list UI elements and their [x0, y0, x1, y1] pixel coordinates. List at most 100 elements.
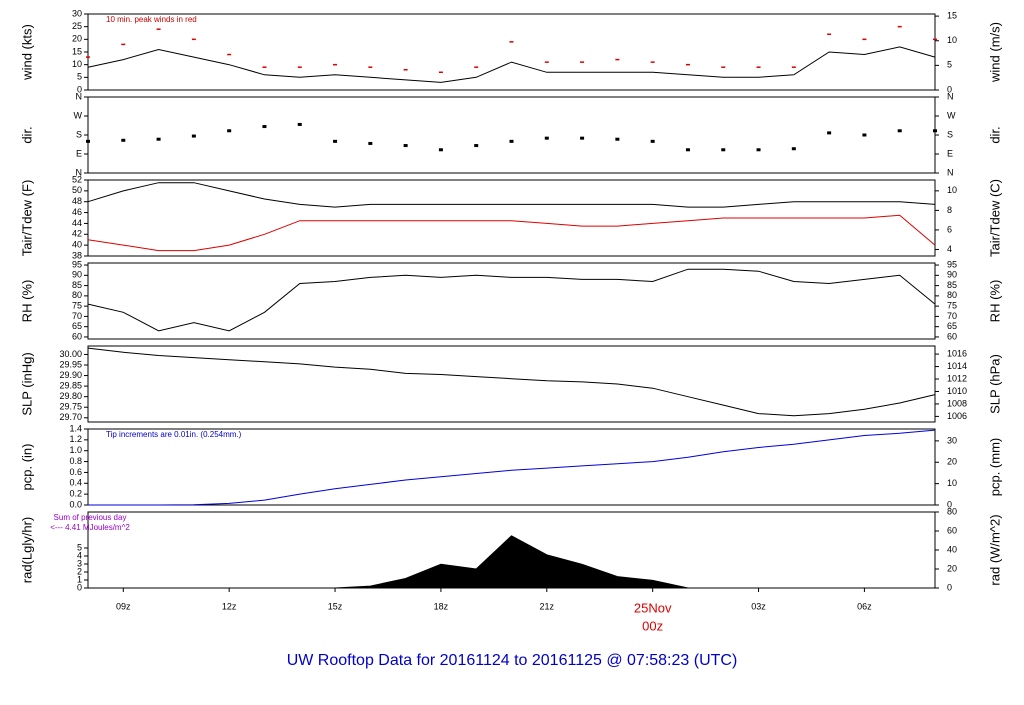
y2-axis-label: rad (W/m^2)	[987, 514, 1002, 585]
x-tick-label: 00z	[642, 618, 663, 633]
dot	[650, 139, 655, 143]
y2-tick-label: 40	[947, 544, 957, 554]
y-axis-label: Tair/Tdew (F)	[19, 180, 34, 257]
y2-tick-label: 5	[947, 60, 952, 70]
y-tick-label: 95	[72, 259, 82, 269]
dot	[544, 136, 549, 140]
y2-tick-label: 80	[947, 506, 957, 516]
y2-tick-label: 4	[947, 244, 952, 254]
panel-frame	[87, 179, 936, 257]
y-tick-label: 4	[77, 550, 82, 560]
y2-tick-label: 30	[947, 435, 957, 445]
y2-tick-label: 1010	[947, 386, 967, 396]
y-tick-label: 30	[72, 8, 82, 18]
y-tick-label: 85	[72, 280, 82, 290]
y-axis-label: RH (%)	[19, 280, 34, 323]
y-tick-label: 29.80	[59, 391, 82, 401]
y2-tick-label: 10	[947, 35, 957, 45]
y2-tick-label: 1006	[947, 411, 967, 421]
panel-frame	[87, 13, 936, 91]
y-tick-label: 80	[72, 290, 82, 300]
panel-frame	[87, 96, 936, 174]
dot	[86, 139, 90, 143]
y2-tick-label: 75	[947, 301, 957, 311]
y-tick-label: 2	[77, 566, 82, 576]
x-tick-label: 21z	[540, 601, 555, 611]
y2-tick-label: 6	[947, 224, 952, 234]
y2-tick-label: 10	[947, 185, 957, 195]
date-label: 25Nov	[634, 600, 672, 615]
y-tick-label: 20	[72, 34, 82, 44]
dot	[227, 129, 232, 133]
y-tick-label: 15	[72, 46, 82, 56]
dot	[333, 139, 338, 143]
y-tick-label: 29.95	[59, 359, 82, 369]
y-tick-label: 48	[72, 196, 82, 206]
dot	[438, 148, 443, 152]
y-tick-label: 29.85	[59, 380, 82, 390]
y-tick-label: 44	[72, 218, 82, 228]
y-tick-label: 0.8	[69, 456, 82, 466]
y-tick-label: 10	[72, 59, 82, 69]
y-tick-label: 25	[72, 21, 82, 31]
y2-tick-label: 8	[947, 205, 952, 215]
dot	[262, 125, 267, 129]
x-tick-label: 12z	[222, 601, 237, 611]
y2-tick-label: 95	[947, 259, 957, 269]
y-tick-label: W	[74, 110, 83, 120]
y-tick-label: 38	[72, 250, 82, 260]
y2-axis-label: SLP (hPa)	[987, 354, 1002, 414]
dot	[121, 138, 126, 142]
y-tick-label: N	[76, 167, 83, 177]
x-tick-label: 09z	[116, 601, 131, 611]
dot	[791, 147, 796, 151]
line	[87, 46, 936, 83]
page-title: UW Rooftop Data for 20161124 to 20161125…	[287, 652, 738, 669]
y2-tick-label: 80	[947, 290, 957, 300]
y2-tick-label: 0	[947, 582, 952, 592]
dot	[156, 137, 161, 141]
y2-tick-label: 10	[947, 478, 957, 488]
y2-axis-label: Tair/Tdew (C)	[987, 179, 1002, 257]
dot	[862, 133, 867, 137]
y-tick-label: 1	[77, 574, 82, 584]
dot	[403, 144, 408, 148]
y2-tick-label: 20	[947, 563, 957, 573]
y-tick-label: 40	[72, 240, 82, 250]
y2-tick-label: 20	[947, 457, 957, 467]
y2-tick-label: 15	[947, 10, 957, 20]
x-tick-label: 15z	[328, 601, 343, 611]
x-tick-label: 06z	[857, 601, 872, 611]
y-tick-label: 29.90	[59, 370, 82, 380]
y2-tick-label: 70	[947, 311, 957, 321]
dot	[509, 139, 514, 143]
panel-frame	[87, 262, 936, 340]
y-tick-label: 70	[72, 311, 82, 321]
area	[334, 535, 689, 589]
y-tick-label: 29.75	[59, 402, 82, 412]
y-axis-label: pcp. (in)	[19, 444, 34, 491]
dot	[933, 129, 937, 133]
y-tick-label: N	[76, 91, 83, 101]
annotation: <--- 4.41 MJoules/m^2	[50, 523, 130, 532]
annotation: Sum of previous day	[54, 513, 127, 522]
y2-axis-label: wind (m/s)	[987, 22, 1002, 83]
y2-tick-label: S	[947, 129, 953, 139]
y-tick-label: 5	[77, 72, 82, 82]
panel-frame	[87, 428, 936, 506]
y2-tick-label: 85	[947, 280, 957, 290]
y2-tick-label: N	[947, 91, 954, 101]
y-axis-label: dir.	[19, 126, 34, 143]
y-tick-label: 0.6	[69, 467, 82, 477]
y-tick-label: 0.4	[69, 478, 82, 488]
y-tick-label: 90	[72, 270, 82, 280]
y2-tick-label: W	[947, 110, 956, 120]
dot	[756, 148, 761, 152]
y2-tick-label: 0	[947, 499, 952, 509]
y2-tick-label: 1008	[947, 398, 967, 408]
y-tick-label: 29.70	[59, 412, 82, 422]
dot	[721, 148, 726, 152]
x-tick-label: 03z	[751, 601, 766, 611]
y2-tick-label: 0	[947, 84, 952, 94]
